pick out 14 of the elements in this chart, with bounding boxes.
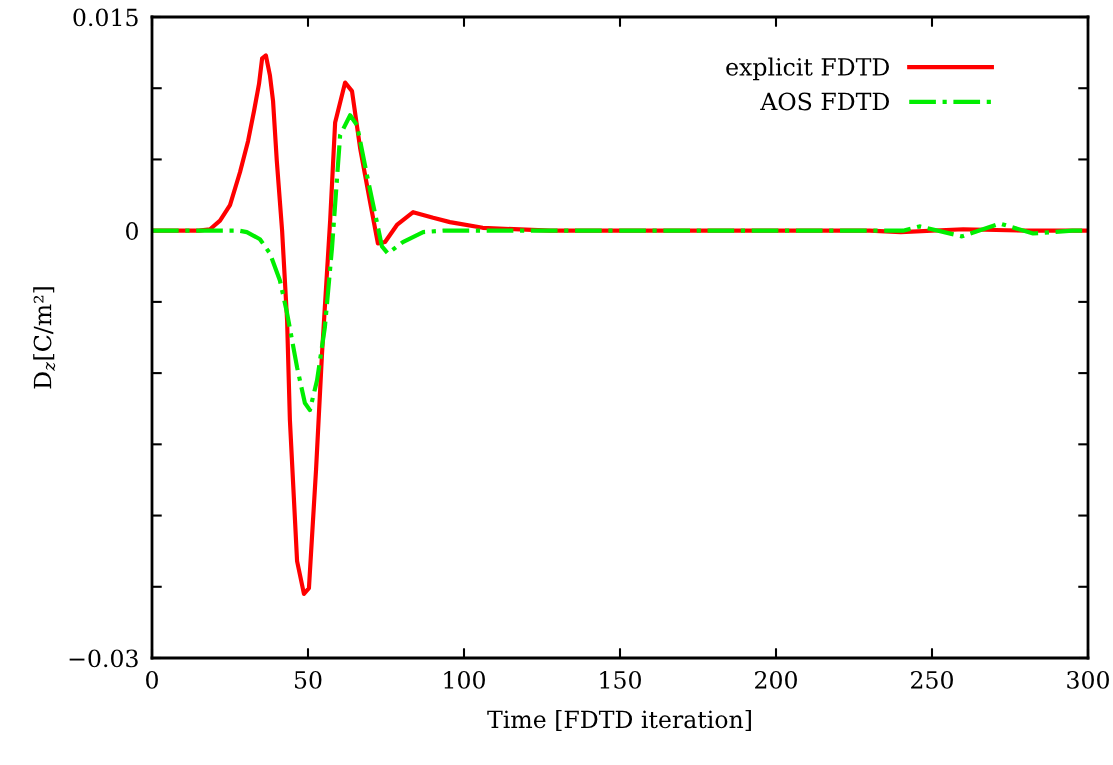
x-tick-label: 150: [600, 670, 641, 689]
y-tick-label: 0.015: [73, 8, 138, 27]
x-tick-label: 100: [444, 670, 485, 689]
y-tick-label: −0.03: [69, 649, 138, 668]
x-tick-label: 250: [911, 670, 953, 689]
x-tick-label: 0: [146, 670, 158, 689]
x-tick-label: 50: [294, 670, 322, 689]
x-tick-label: 300: [1067, 670, 1109, 689]
legend-label: AOS FDTD: [760, 92, 889, 111]
y-tick-label: 0: [126, 222, 138, 240]
x-tick-label: 200: [755, 670, 797, 689]
legend-label: explicit FDTD: [726, 57, 889, 81]
y-axis-title: D$_{z}$[C/m²]: [33, 287, 56, 389]
x-axis-title: Time [FDTD iteration]: [487, 710, 751, 732]
